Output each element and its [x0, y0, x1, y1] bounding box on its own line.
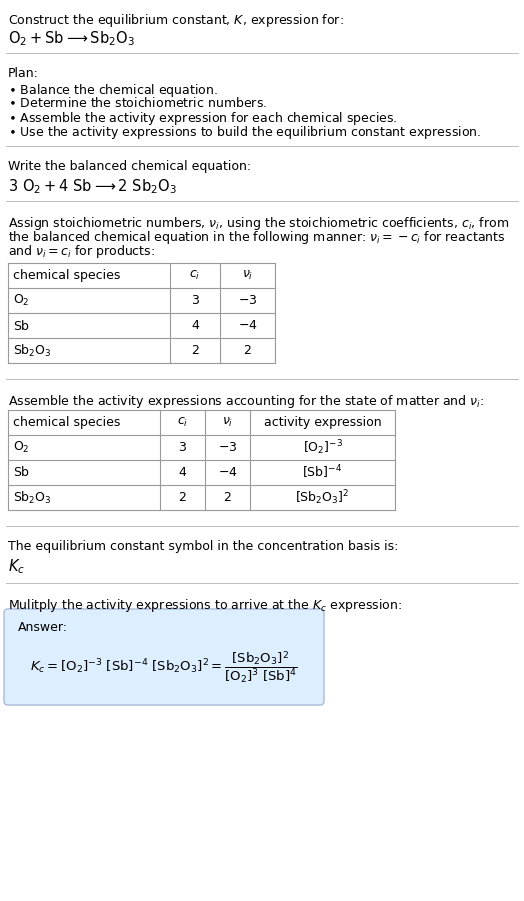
Text: Assign stoichiometric numbers, $\nu_i$, using the stoichiometric coefficients, $: Assign stoichiometric numbers, $\nu_i$, … [8, 215, 509, 232]
Text: 3: 3 [179, 441, 187, 454]
Text: $\mathrm{3\ O_2 + 4\ Sb \longrightarrow 2\ Sb_2O_3}$: $\mathrm{3\ O_2 + 4\ Sb \longrightarrow … [8, 177, 177, 196]
Text: 2: 2 [191, 344, 199, 357]
Text: $-3$: $-3$ [238, 294, 257, 307]
Text: Construct the equilibrium constant, $K$, expression for:: Construct the equilibrium constant, $K$,… [8, 12, 344, 29]
Text: 4: 4 [191, 319, 199, 332]
Text: $\nu_i$: $\nu_i$ [222, 416, 233, 429]
Text: $\mathrm{Sb}$: $\mathrm{Sb}$ [13, 466, 30, 479]
Text: 2: 2 [244, 344, 252, 357]
Text: $\mathrm{Sb_2O_3}$: $\mathrm{Sb_2O_3}$ [13, 489, 52, 505]
Text: 2: 2 [179, 491, 187, 504]
Text: 4: 4 [179, 466, 187, 479]
Text: $[\mathrm{Sb_2O_3}]^2$: $[\mathrm{Sb_2O_3}]^2$ [296, 488, 350, 507]
Text: the balanced chemical equation in the following manner: $\nu_i = -c_i$ for react: the balanced chemical equation in the fo… [8, 229, 506, 246]
Text: The equilibrium constant symbol in the concentration basis is:: The equilibrium constant symbol in the c… [8, 540, 398, 553]
Text: Plan:: Plan: [8, 67, 39, 80]
FancyBboxPatch shape [4, 609, 324, 705]
Text: $\mathrm{O_2 + Sb \longrightarrow Sb_2O_3}$: $\mathrm{O_2 + Sb \longrightarrow Sb_2O_… [8, 29, 135, 48]
Text: $\mathrm{Sb_2O_3}$: $\mathrm{Sb_2O_3}$ [13, 342, 52, 359]
Text: $K_c$: $K_c$ [8, 557, 25, 576]
Text: Assemble the activity expressions accounting for the state of matter and $\nu_i$: Assemble the activity expressions accoun… [8, 393, 484, 410]
Text: $\bullet$ Use the activity expressions to build the equilibrium constant express: $\bullet$ Use the activity expressions t… [8, 124, 481, 141]
Text: $-3$: $-3$ [218, 441, 237, 454]
Text: activity expression: activity expression [264, 416, 381, 429]
Text: 2: 2 [224, 491, 232, 504]
Text: chemical species: chemical species [13, 269, 121, 282]
Text: $\bullet$ Determine the stoichiometric numbers.: $\bullet$ Determine the stoichiometric n… [8, 96, 267, 110]
Text: $\nu_i$: $\nu_i$ [242, 269, 253, 282]
Text: $\mathrm{Sb}$: $\mathrm{Sb}$ [13, 318, 30, 332]
Text: $K_c = [\mathrm{O_2}]^{-3}\ [\mathrm{Sb}]^{-4}\ [\mathrm{Sb_2O_3}]^2 = \dfrac{[\: $K_c = [\mathrm{O_2}]^{-3}\ [\mathrm{Sb}… [30, 650, 298, 686]
Text: $\mathrm{O_2}$: $\mathrm{O_2}$ [13, 293, 29, 308]
Text: $c_i$: $c_i$ [177, 416, 188, 429]
Text: Write the balanced chemical equation:: Write the balanced chemical equation: [8, 160, 251, 173]
Text: $\bullet$ Balance the chemical equation.: $\bullet$ Balance the chemical equation. [8, 82, 218, 99]
Text: Answer:: Answer: [18, 621, 68, 634]
Text: $[\mathrm{O_2}]^{-3}$: $[\mathrm{O_2}]^{-3}$ [302, 438, 343, 457]
Text: $c_i$: $c_i$ [189, 269, 201, 282]
Text: $\mathrm{O_2}$: $\mathrm{O_2}$ [13, 440, 29, 455]
Text: $-4$: $-4$ [238, 319, 257, 332]
Text: and $\nu_i = c_i$ for products:: and $\nu_i = c_i$ for products: [8, 243, 155, 260]
Text: $-4$: $-4$ [217, 466, 237, 479]
Text: 3: 3 [191, 294, 199, 307]
Text: $\bullet$ Assemble the activity expression for each chemical species.: $\bullet$ Assemble the activity expressi… [8, 110, 397, 127]
Text: $[\mathrm{Sb}]^{-4}$: $[\mathrm{Sb}]^{-4}$ [302, 464, 343, 481]
Text: chemical species: chemical species [13, 416, 121, 429]
Text: Mulitply the activity expressions to arrive at the $K_c$ expression:: Mulitply the activity expressions to arr… [8, 597, 402, 614]
